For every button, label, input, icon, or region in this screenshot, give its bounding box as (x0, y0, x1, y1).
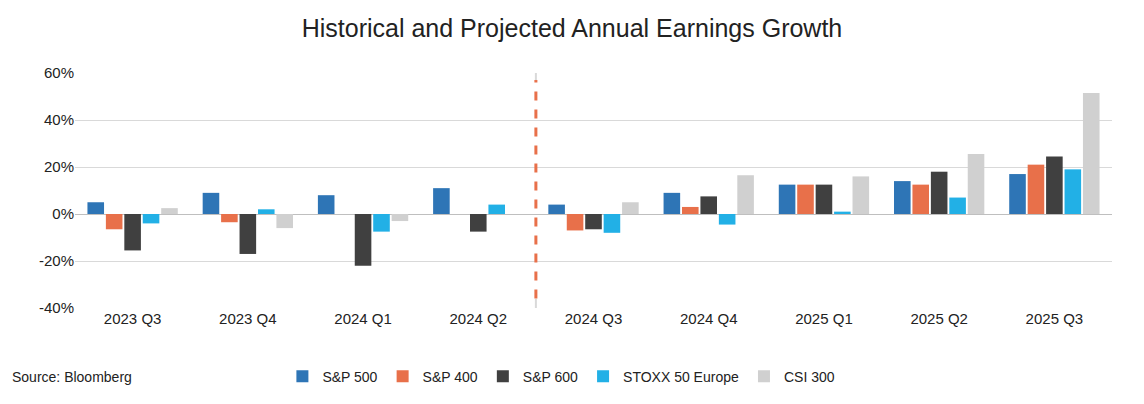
svg-text:2024 Q1: 2024 Q1 (334, 310, 392, 327)
svg-text:20%: 20% (44, 158, 74, 175)
svg-text:2023 Q4: 2023 Q4 (219, 310, 277, 327)
svg-text:STOXX 50 Europe: STOXX 50 Europe (623, 369, 739, 385)
svg-text:2025 Q1: 2025 Q1 (795, 310, 853, 327)
svg-text:2025 Q3: 2025 Q3 (1026, 310, 1084, 327)
svg-text:2024 Q3: 2024 Q3 (565, 310, 623, 327)
svg-text:S&P 500: S&P 500 (322, 369, 377, 385)
svg-text:60%: 60% (44, 64, 74, 81)
svg-text:S&P 400: S&P 400 (423, 369, 478, 385)
svg-text:2024 Q4: 2024 Q4 (680, 310, 738, 327)
svg-text:CSI 300: CSI 300 (784, 369, 835, 385)
svg-text:2025 Q2: 2025 Q2 (910, 310, 968, 327)
svg-text:2024 Q2: 2024 Q2 (450, 310, 508, 327)
svg-text:Source: Bloomberg: Source: Bloomberg (12, 369, 132, 385)
svg-text:S&P 600: S&P 600 (523, 369, 578, 385)
svg-text:Historical and Projected Annua: Historical and Projected Annual Earnings… (302, 14, 843, 42)
svg-text:40%: 40% (44, 111, 74, 128)
svg-text:-20%: -20% (39, 252, 74, 269)
svg-text:-40%: -40% (39, 299, 74, 316)
svg-text:0%: 0% (52, 205, 74, 222)
svg-text:2023 Q3: 2023 Q3 (104, 310, 162, 327)
